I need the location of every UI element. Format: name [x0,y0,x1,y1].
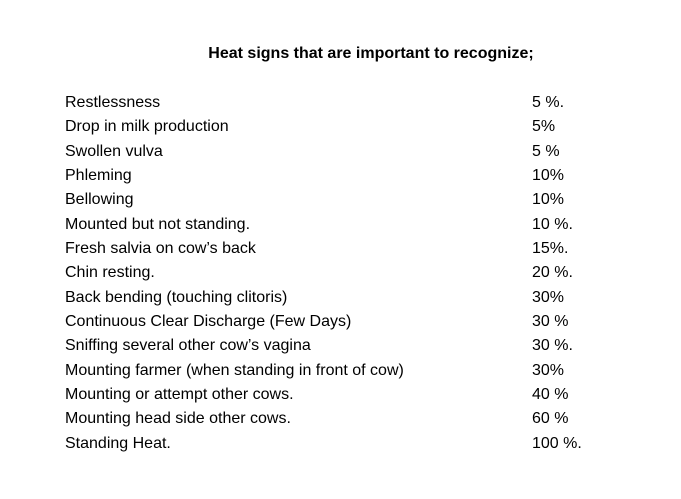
sign-percent: 10% [532,167,565,185]
sign-percent: 5% [532,118,556,136]
heat-signs-list: Restlessness 5 %. Drop in milk productio… [65,93,625,458]
list-item: Mounting farmer (when standing in front … [65,361,625,385]
sign-percent: 30 %. [532,337,573,355]
list-item: Mounting or attempt other cows. 40 % [65,385,625,409]
sign-label: Swollen vulva [65,142,163,160]
sign-label: Phleming [65,167,132,185]
sign-percent: 20 %. [532,264,573,282]
list-item: Mounted but not standing. 10 %. [65,215,625,239]
list-item: Continuous Clear Discharge (Few Days) 30… [65,312,625,336]
list-item: Phleming 10% [65,166,625,190]
sign-percent: 30 % [532,313,569,331]
sign-label: Fresh salvia on cow’s back [65,240,256,258]
sign-label: Mounting farmer (when standing in front … [65,361,404,379]
list-item: Chin resting. 20 %. [65,263,625,287]
list-item: Restlessness 5 %. [65,93,625,117]
sign-percent: 10% [532,191,565,209]
sign-percent: 5 % [532,142,560,160]
list-item: Standing Heat. 100 %. [65,434,625,458]
sign-label: Back bending (touching clitoris) [65,288,288,306]
sign-label: Continuous Clear Discharge (Few Days) [65,313,352,331]
list-item: Sniffing several other cow’s vagina 30 %… [65,336,625,360]
sign-label: Bellowing [65,191,134,209]
list-item: Bellowing 10% [65,190,625,214]
list-item: Back bending (touching clitoris) 30% [65,288,625,312]
list-item: Fresh salvia on cow’s back 15%. [65,239,625,263]
sign-percent: 5 %. [532,94,565,111]
sign-percent: 60 % [532,410,569,428]
sign-percent: 15%. [532,240,569,258]
sign-percent: 40 % [532,386,569,404]
sign-label: Sniffing several other cow’s vagina [65,337,311,355]
sign-label: Mounting or attempt other cows. [65,386,294,404]
list-item: Mounting head side other cows. 60 % [65,409,625,433]
sign-label: Mounted but not standing. [65,215,251,233]
sign-label: Drop in milk production [65,118,229,136]
sign-label: Standing Heat. [65,434,171,452]
sign-label: Chin resting. [65,264,155,282]
sign-percent: 100 %. [532,434,582,452]
sign-label: Restlessness [65,94,161,111]
sign-percent: 30% [532,288,565,306]
sign-percent: 10 %. [532,215,573,233]
list-item: Swollen vulva 5 % [65,142,625,166]
list-item: Drop in milk production 5% [65,117,625,141]
page-title: Heat signs that are important to recogni… [208,45,534,62]
sign-percent: 30% [532,361,565,379]
sign-label: Mounting head side other cows. [65,410,291,428]
